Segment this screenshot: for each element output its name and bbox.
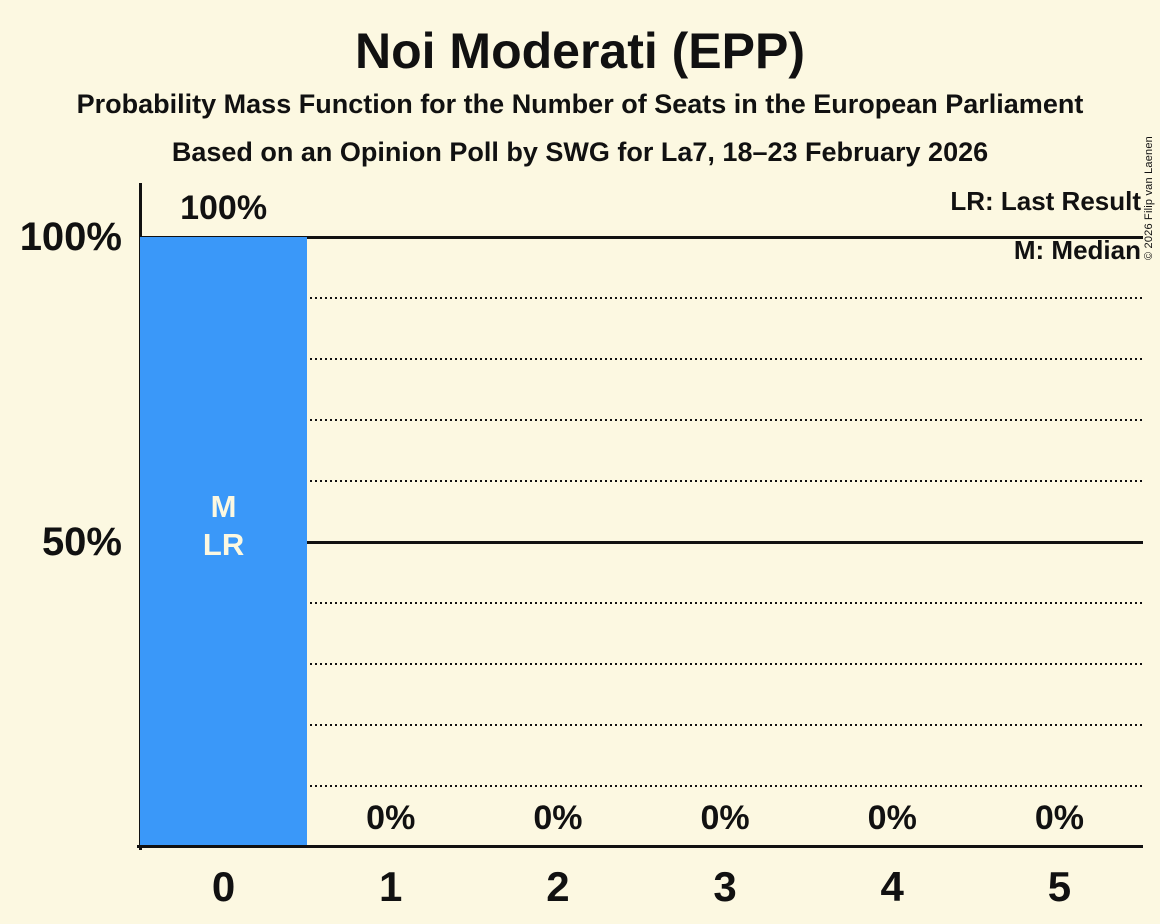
chart-caption: Based on an Opinion Poll by SWG for La7,…	[171, 137, 989, 167]
legend-median: M: Median	[1013, 235, 1141, 265]
gridline-dotted-70	[140, 419, 1143, 421]
chart-title: Noi Moderati (EPP)	[354, 23, 806, 79]
x-axis-tick-label-2: 2	[546, 863, 570, 910]
x-axis-tick-label-1: 1	[379, 863, 403, 910]
gridline-dotted-10	[140, 785, 1143, 787]
gridline-solid-100	[140, 235, 1143, 239]
gridline-dotted-80	[140, 358, 1143, 360]
y-axis-tick-label-50: 50%	[41, 520, 122, 564]
gridline-dotted-20	[140, 724, 1143, 726]
annotation-line-m: M	[210, 489, 237, 524]
value-label-seats-0: 100%	[180, 189, 268, 227]
gridline-dotted-90	[140, 297, 1143, 299]
x-axis-tick-label-5: 5	[1047, 863, 1072, 910]
bar-seats-0	[140, 237, 308, 847]
x-axis-tick-label-4: 4	[880, 863, 904, 910]
gridline-dotted-60	[140, 480, 1143, 482]
annotation-line-lr: LR	[202, 527, 245, 562]
legend-last-result: LR: Last Result	[950, 186, 1141, 216]
bar-annotation-seats-0: M LR	[140, 488, 307, 564]
value-label-seats-3: 0%	[700, 799, 750, 837]
gridline-dotted-40	[140, 602, 1143, 604]
value-label-seats-1: 0%	[366, 799, 416, 837]
chart-subtitle: Probability Mass Function for the Number…	[76, 89, 1084, 119]
x-axis-tick-label-0: 0	[211, 863, 236, 910]
value-label-seats-5: 0%	[1034, 799, 1084, 837]
gridline-dotted-30	[140, 663, 1143, 665]
x-axis-line	[137, 845, 1143, 848]
y-axis-tick-label-100: 100%	[19, 215, 122, 259]
copyright-notice: © 2026 Filip van Laenen	[1143, 136, 1155, 261]
x-axis-tick-label-3: 3	[713, 863, 737, 910]
value-label-seats-4: 0%	[867, 799, 917, 837]
value-label-seats-2: 0%	[533, 799, 583, 837]
gridline-solid-50	[140, 540, 1143, 544]
